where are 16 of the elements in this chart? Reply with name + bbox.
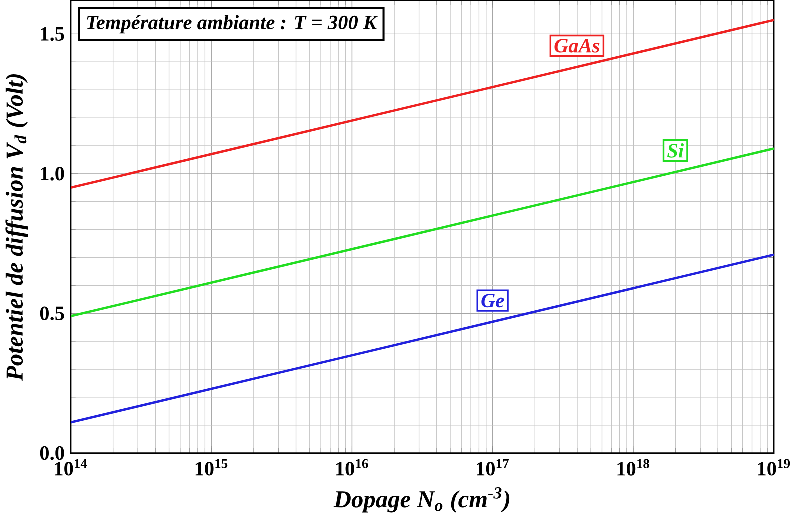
- annotation: Température ambiante : T = 300 K: [87, 15, 378, 34]
- x-tick-label: 10$^{18}$: [618, 459, 650, 476]
- series-label: Si: [668, 143, 684, 158]
- y-tick-label: 1.0: [41, 166, 64, 181]
- x-tick-label: 10$^{14}$: [55, 459, 88, 476]
- x-tick-label: 10$^{16}$: [336, 459, 368, 476]
- x-tick-label: 10$^{15}$: [196, 459, 228, 476]
- series-label: Ge: [482, 294, 504, 308]
- series-label: GaAs: [554, 38, 600, 53]
- y-tick-label: 0.5: [40, 306, 64, 320]
- x-axis-title: Dopage N$_{o}$ (cm$^{-3}$): [334, 487, 510, 513]
- y-tick-label: 0.0: [40, 446, 64, 460]
- x-tick-label: 10$^{17}$: [477, 459, 510, 476]
- y-tick-label: 1.5: [41, 27, 64, 41]
- x-tick-label: 10$^{19}$: [758, 459, 790, 476]
- y-axis-title: Potentiel de diffusion V$_{d}$ (Volt): [6, 74, 28, 381]
